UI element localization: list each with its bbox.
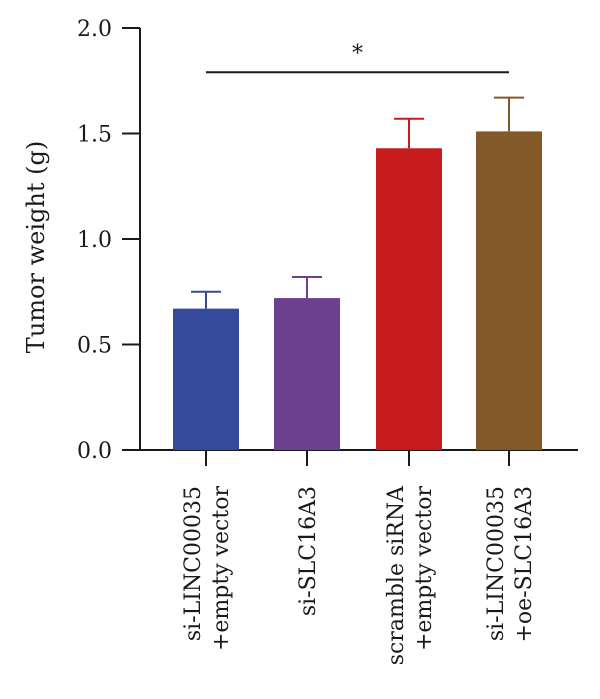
x-category-label: +empty vector bbox=[412, 486, 437, 652]
x-category-label: si-LINC00035 bbox=[484, 486, 509, 641]
x-category-label: si-SLC16A3 bbox=[296, 486, 321, 616]
bars bbox=[173, 96, 542, 450]
y-axis-title: Tumor weight (g) bbox=[22, 141, 50, 353]
y-tick-label: 1.0 bbox=[77, 228, 112, 253]
bar bbox=[376, 148, 442, 450]
significance-label: * bbox=[352, 41, 363, 66]
y-tick-label: 1.5 bbox=[77, 123, 112, 148]
y-tick-label: 0.0 bbox=[77, 439, 112, 464]
x-category-label: +empty vector bbox=[209, 486, 234, 652]
x-axis-category-labels: si-LINC00035 +empty vector si-SLC16A3 scram… bbox=[181, 450, 537, 665]
bar bbox=[274, 298, 340, 450]
x-category-label: si-LINC00035 bbox=[181, 486, 206, 641]
y-tick-label: 0.5 bbox=[77, 334, 112, 359]
y-axis-ticks: 0.0 0.5 1.0 1.5 2.0 bbox=[77, 17, 140, 464]
x-category-label: scramble siRNA bbox=[384, 485, 409, 665]
x-category-label: +oe-SLC16A3 bbox=[512, 486, 537, 643]
bar bbox=[476, 131, 542, 450]
significance-annotations: * bbox=[206, 41, 509, 74]
y-tick-label: 2.0 bbox=[77, 17, 112, 42]
bar bbox=[173, 308, 239, 450]
